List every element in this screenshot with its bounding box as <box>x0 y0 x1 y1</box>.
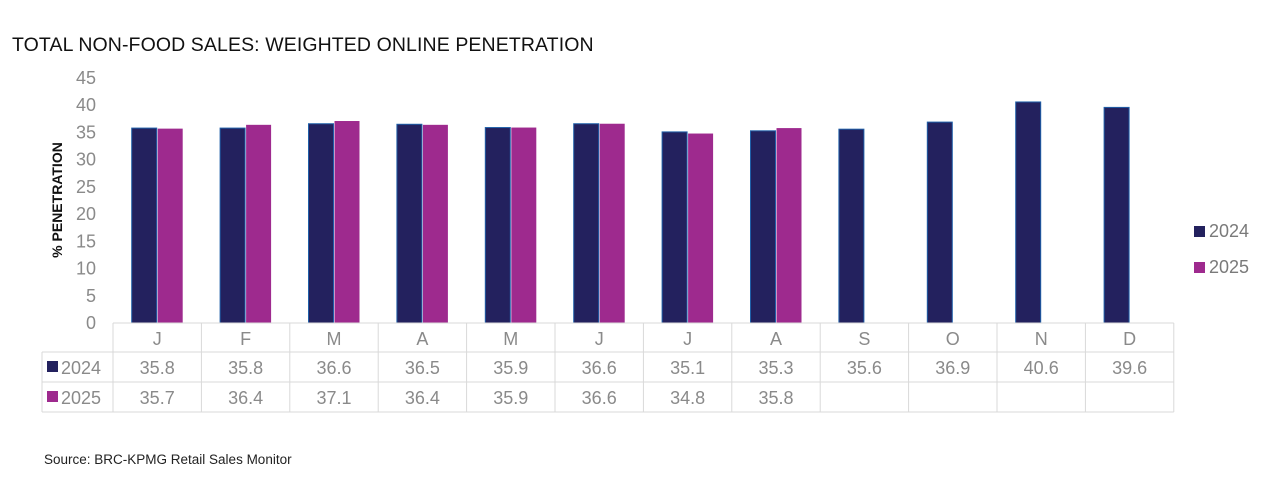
table-cell: 40.6 <box>1024 358 1059 378</box>
table-cell: 34.8 <box>670 388 705 408</box>
table-legend-key-2024 <box>47 361 58 372</box>
bar-2025-5 <box>511 127 537 324</box>
x-tick-label: N <box>1035 329 1048 349</box>
bars <box>113 101 1174 324</box>
x-tick-label: A <box>416 329 428 349</box>
bar-2025-7 <box>688 133 714 323</box>
table-cell: 36.6 <box>316 358 351 378</box>
table-row-header-2025: 2025 <box>61 388 101 408</box>
table-cell: 35.1 <box>670 358 705 378</box>
x-tick-label: S <box>858 329 870 349</box>
y-tick-label: 30 <box>76 150 96 170</box>
legend: 2024 2025 <box>1194 221 1249 277</box>
x-tick-label: F <box>240 329 251 349</box>
y-axis-label: % PENETRATION <box>49 142 65 258</box>
bar-2025-8 <box>776 128 802 323</box>
legend-label-2024: 2024 <box>1209 221 1249 241</box>
table-legend-key-2025 <box>47 391 58 402</box>
table-cell: 35.6 <box>847 358 882 378</box>
table-cell: 37.1 <box>316 388 351 408</box>
table-row-header-2024: 2024 <box>61 358 101 378</box>
table-cell: 39.6 <box>1112 358 1147 378</box>
y-axis-title: % PENETRATION <box>49 142 65 258</box>
bar-2024-8 <box>750 130 776 324</box>
bar-2024-7 <box>661 131 688 324</box>
bar-2024-2 <box>219 127 246 324</box>
legend-key-2024 <box>1194 226 1205 237</box>
table-cell: 35.8 <box>758 388 793 408</box>
y-tick-label: 10 <box>76 259 96 279</box>
y-tick-label: 25 <box>76 177 96 197</box>
bar-2025-3 <box>334 121 360 323</box>
bar-2024-5 <box>484 127 511 324</box>
bar-2024-1 <box>131 127 158 324</box>
table-cell: 36.6 <box>582 388 617 408</box>
x-tick-label: J <box>595 329 604 349</box>
bar-2024-9 <box>838 128 865 324</box>
x-tick-label: O <box>946 329 960 349</box>
table-cell: 36.5 <box>405 358 440 378</box>
bar-2025-4 <box>422 124 448 323</box>
table-cell: 36.9 <box>935 358 970 378</box>
bar-2025-2 <box>246 124 272 323</box>
y-axis: 0 5 10 15 20 25 30 35 40 45 <box>76 68 96 333</box>
legend-label-2025: 2025 <box>1209 257 1249 277</box>
y-tick-label: 15 <box>76 231 96 251</box>
table-cell: 35.9 <box>493 358 528 378</box>
table-cell: 35.8 <box>140 358 175 378</box>
bar-2024-3 <box>308 123 334 324</box>
table-cell: 36.4 <box>228 388 263 408</box>
y-tick-label: 35 <box>76 122 96 142</box>
bar-2024-11 <box>1015 101 1042 324</box>
y-tick-label: 45 <box>76 68 96 88</box>
x-tick-label: M <box>503 329 518 349</box>
y-tick-label: 5 <box>86 286 96 306</box>
table-cell: 35.9 <box>493 388 528 408</box>
bar-2025-6 <box>599 123 625 323</box>
y-tick-label: 20 <box>76 204 96 224</box>
table-cell: 36.4 <box>405 388 440 408</box>
x-tick-label: M <box>327 329 342 349</box>
x-tick-label: D <box>1123 329 1136 349</box>
y-tick-label: 0 <box>86 313 96 333</box>
source-note: Source: BRC-KPMG Retail Sales Monitor <box>44 452 292 467</box>
chart-title: TOTAL NON-FOOD SALES: WEIGHTED ONLINE PE… <box>12 34 594 56</box>
table-cell: 36.6 <box>582 358 617 378</box>
x-tick-label: J <box>153 329 162 349</box>
table-cell: 35.8 <box>228 358 263 378</box>
y-tick-label: 40 <box>76 95 96 115</box>
bar-2024-4 <box>396 123 423 324</box>
bar-2025-1 <box>157 128 183 323</box>
bar-2024-10 <box>926 121 953 324</box>
bar-2024-6 <box>573 123 600 324</box>
data-table: J F M A M J J A S O N D 2024 35.8 35.8 36.6 36.5 35.9 36.6… <box>41 323 1175 413</box>
x-tick-label: A <box>770 329 782 349</box>
table-cell: 35.7 <box>140 388 175 408</box>
legend-key-2025 <box>1194 262 1205 273</box>
bar-2024-12 <box>1103 106 1130 324</box>
x-tick-label: J <box>683 329 692 349</box>
table-cell: 35.3 <box>758 358 793 378</box>
